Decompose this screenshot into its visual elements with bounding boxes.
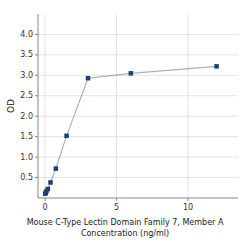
chart-container: 0.5 1.0 1.5 2.0 2.5 3.0 3.5 4.0 0 5 10 Mouse C-Type… — [0, 0, 250, 250]
axes: 0.5 1.0 1.5 2.0 2.5 3.0 3.5 4.0 0 5 10 — [20, 14, 238, 212]
x-grid-line — [116, 14, 117, 198]
y-grid-line — [38, 95, 238, 96]
y-tick-label: 3.0 — [20, 71, 33, 80]
y-grid-line — [38, 54, 238, 55]
series — [43, 64, 219, 196]
y-tick-label: 1.5 — [20, 132, 33, 141]
y-tick-label: 1.0 — [20, 153, 33, 162]
x-axis-label-line: Concentration (ng/ml) — [81, 229, 169, 238]
point — [46, 187, 51, 192]
y-grid-line — [38, 116, 238, 117]
x-tick-label: 5 — [114, 203, 119, 212]
line — [45, 66, 216, 193]
chart: 0.5 1.0 1.5 2.0 2.5 3.0 3.5 4.0 0 5 10 Mouse C-Type… — [0, 0, 250, 250]
x-grid-line — [45, 14, 46, 198]
x-tick-label: 0 — [43, 203, 48, 212]
y-tick-label: 4.0 — [20, 30, 33, 39]
y-tick-label: 2.0 — [20, 112, 33, 121]
x-tick-label: 10 — [183, 203, 193, 212]
y-tick-label: 3.5 — [20, 50, 33, 59]
point — [129, 71, 134, 76]
y-grid-line — [38, 157, 238, 158]
y-grid-line — [38, 177, 238, 178]
point — [86, 76, 91, 81]
y-axis-line — [38, 14, 39, 198]
point — [54, 166, 59, 171]
y-grid-line — [38, 75, 238, 76]
x-axis-line — [38, 198, 238, 199]
y-tick-label: 2.5 — [20, 91, 33, 100]
x-grid-line — [188, 14, 189, 198]
point — [214, 64, 219, 69]
x-axis-label: Mouse C-Type Lectin Domain Family 7, Mem… — [27, 218, 224, 238]
point — [48, 180, 53, 185]
y-tick-label: 0.5 — [20, 173, 33, 182]
y-grid-line — [38, 34, 238, 35]
grid — [38, 14, 238, 198]
x-axis-label-line: Mouse C-Type Lectin Domain Family 7, Mem… — [27, 218, 224, 227]
point — [64, 134, 69, 139]
y-axis-label: OD — [6, 99, 16, 113]
